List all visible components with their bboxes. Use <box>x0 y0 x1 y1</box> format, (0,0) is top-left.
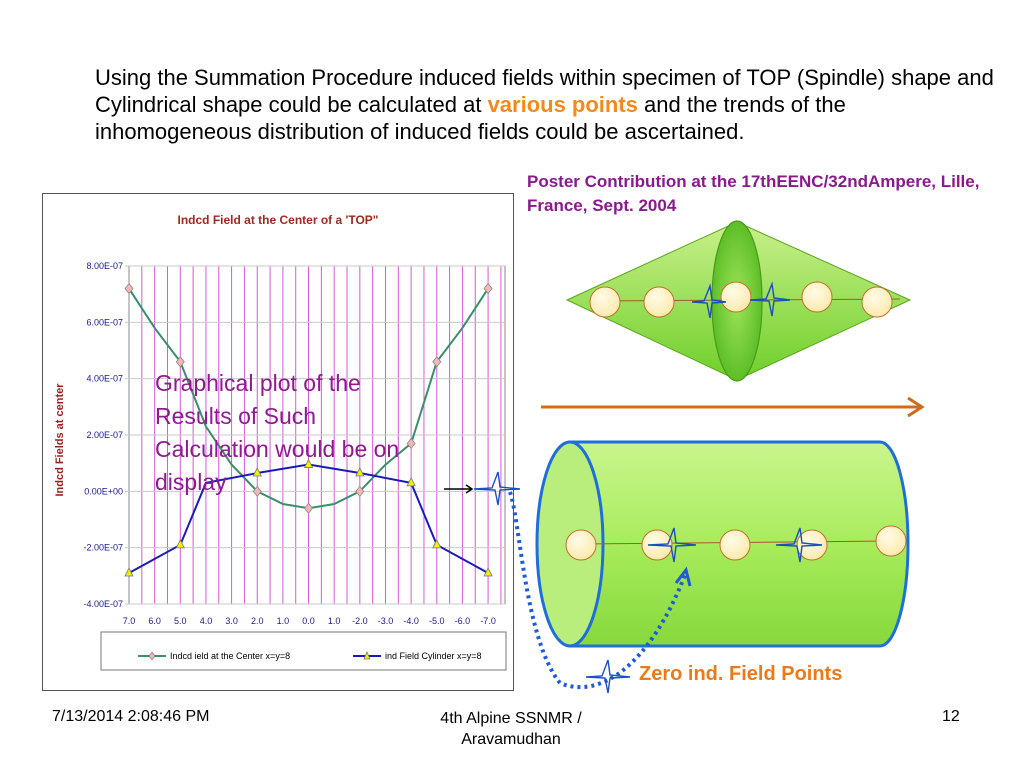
x-tick-label: 1.0 <box>277 616 290 626</box>
dotted-arrowhead <box>674 566 692 587</box>
footer-title: 4th Alpine SSNMR / Aravamudhan <box>440 710 582 748</box>
x-tick-label: -3.0 <box>378 616 394 626</box>
y-tick-label: -2.00E-07 <box>83 543 123 553</box>
spindle-point <box>589 286 621 318</box>
spindle-point <box>643 286 675 318</box>
x-tick-label: 4.0 <box>200 616 213 626</box>
data-point-diamond <box>304 502 314 514</box>
spindle-point <box>861 286 893 318</box>
data-point-diamond <box>252 485 262 497</box>
zero-field-star-icon <box>473 471 521 506</box>
x-tick-label: -2.0 <box>352 616 368 626</box>
intro-highlight: various points <box>487 92 638 117</box>
data-point-triangle <box>303 458 314 468</box>
data-point-triangle <box>124 567 134 577</box>
cylinder-point <box>875 525 907 557</box>
data-point-triangle <box>355 467 365 477</box>
x-tick-label: -4.0 <box>403 616 419 626</box>
zero-field-star-icon <box>749 281 791 317</box>
intro-text-part1: Using the Summation Procedure induced fi… <box>95 65 994 117</box>
orange-arrow <box>541 396 925 418</box>
x-tick-label: 1.0 <box>328 616 341 626</box>
data-point-triangle <box>175 538 185 549</box>
data-point-diamond <box>124 282 134 295</box>
y-tick-label: 8.00E-07 <box>86 261 123 271</box>
y-tick-label: 4.00E-07 <box>86 374 123 384</box>
poster-contribution-note: Poster Contribution at the 17thEENC/32nd… <box>527 172 980 215</box>
cylinder-shape <box>535 440 910 648</box>
x-tick-label: -5.0 <box>429 616 445 626</box>
x-tick-label: 3.0 <box>225 616 238 626</box>
y-tick-label: -4.00E-07 <box>83 599 123 609</box>
spindle-point <box>720 281 752 313</box>
legend-label: Indcd ield at the Center x=y=8 <box>170 651 290 661</box>
zero-field-legend-star-icon <box>585 659 631 694</box>
x-tick-label: 0.0 <box>302 616 315 626</box>
x-tick-label: 7.0 <box>123 616 136 626</box>
x-tick-label: -7.0 <box>480 616 496 626</box>
y-tick-label: 2.00E-07 <box>86 430 123 440</box>
zero-field-star-icon <box>775 527 823 563</box>
y-tick-label: 0.00E+00 <box>84 486 123 496</box>
footer-date: 7/13/2014 2:08:46 PM <box>52 708 210 725</box>
data-point-triangle <box>432 538 442 549</box>
cylinder-point <box>565 529 597 561</box>
data-point-triangle <box>406 476 416 487</box>
chart-series <box>124 282 493 577</box>
x-tick-label: -6.0 <box>455 616 471 626</box>
line-chart: Indcd Field at the Center of a 'TOP" Ind… <box>54 213 507 671</box>
chart-tick-labels: 8.00E-07 6.00E-07 4.00E-07 2.00E-07 0.00E+00… <box>83 261 495 626</box>
chart-title: Indcd Field at the Center of a 'TOP" <box>177 213 378 227</box>
data-point-diamond <box>175 356 185 368</box>
intro-paragraph: Using the Summation Procedure induced fi… <box>95 64 995 145</box>
chart-y-axis-label: Indcd Fields at center <box>54 383 66 497</box>
legend-label: ind Field Cylinder x=y=8 <box>385 651 482 661</box>
cylinder-point <box>719 529 751 561</box>
data-point-triangle <box>252 467 262 477</box>
footer-page-number: 12 <box>942 708 960 725</box>
zero-field-points-label: Zero ind. Field Points <box>639 663 843 685</box>
chart-pointer-arrow <box>444 484 474 494</box>
chart-legend: Indcd ield at the Center x=y=8 ind Field … <box>100 631 507 671</box>
overlay-caption: Graphical plot of the Results of Such Ca… <box>155 370 400 495</box>
data-point-diamond <box>355 485 365 497</box>
intro-text-part2: and the trends of the inhomogeneous dist… <box>95 92 846 144</box>
zero-field-star-icon <box>691 283 727 319</box>
zero-field-star-icon <box>647 527 697 563</box>
data-point-triangle <box>483 567 493 577</box>
x-tick-label: 5.0 <box>174 616 187 626</box>
chart-panel: Indcd Field at the Center of a 'TOP" Ind… <box>42 193 514 691</box>
data-point-diamond <box>406 437 416 450</box>
spindle-point <box>801 281 833 313</box>
legend-box <box>100 631 507 671</box>
y-tick-label: 6.00E-07 <box>86 317 123 327</box>
legend-marker <box>148 651 156 661</box>
spindle-shape <box>565 220 912 382</box>
x-tick-label: 2.0 <box>251 616 264 626</box>
data-point-diamond <box>432 356 442 368</box>
data-point-diamond <box>483 282 493 295</box>
legend-marker <box>363 650 371 660</box>
x-tick-label: 6.0 <box>148 616 161 626</box>
